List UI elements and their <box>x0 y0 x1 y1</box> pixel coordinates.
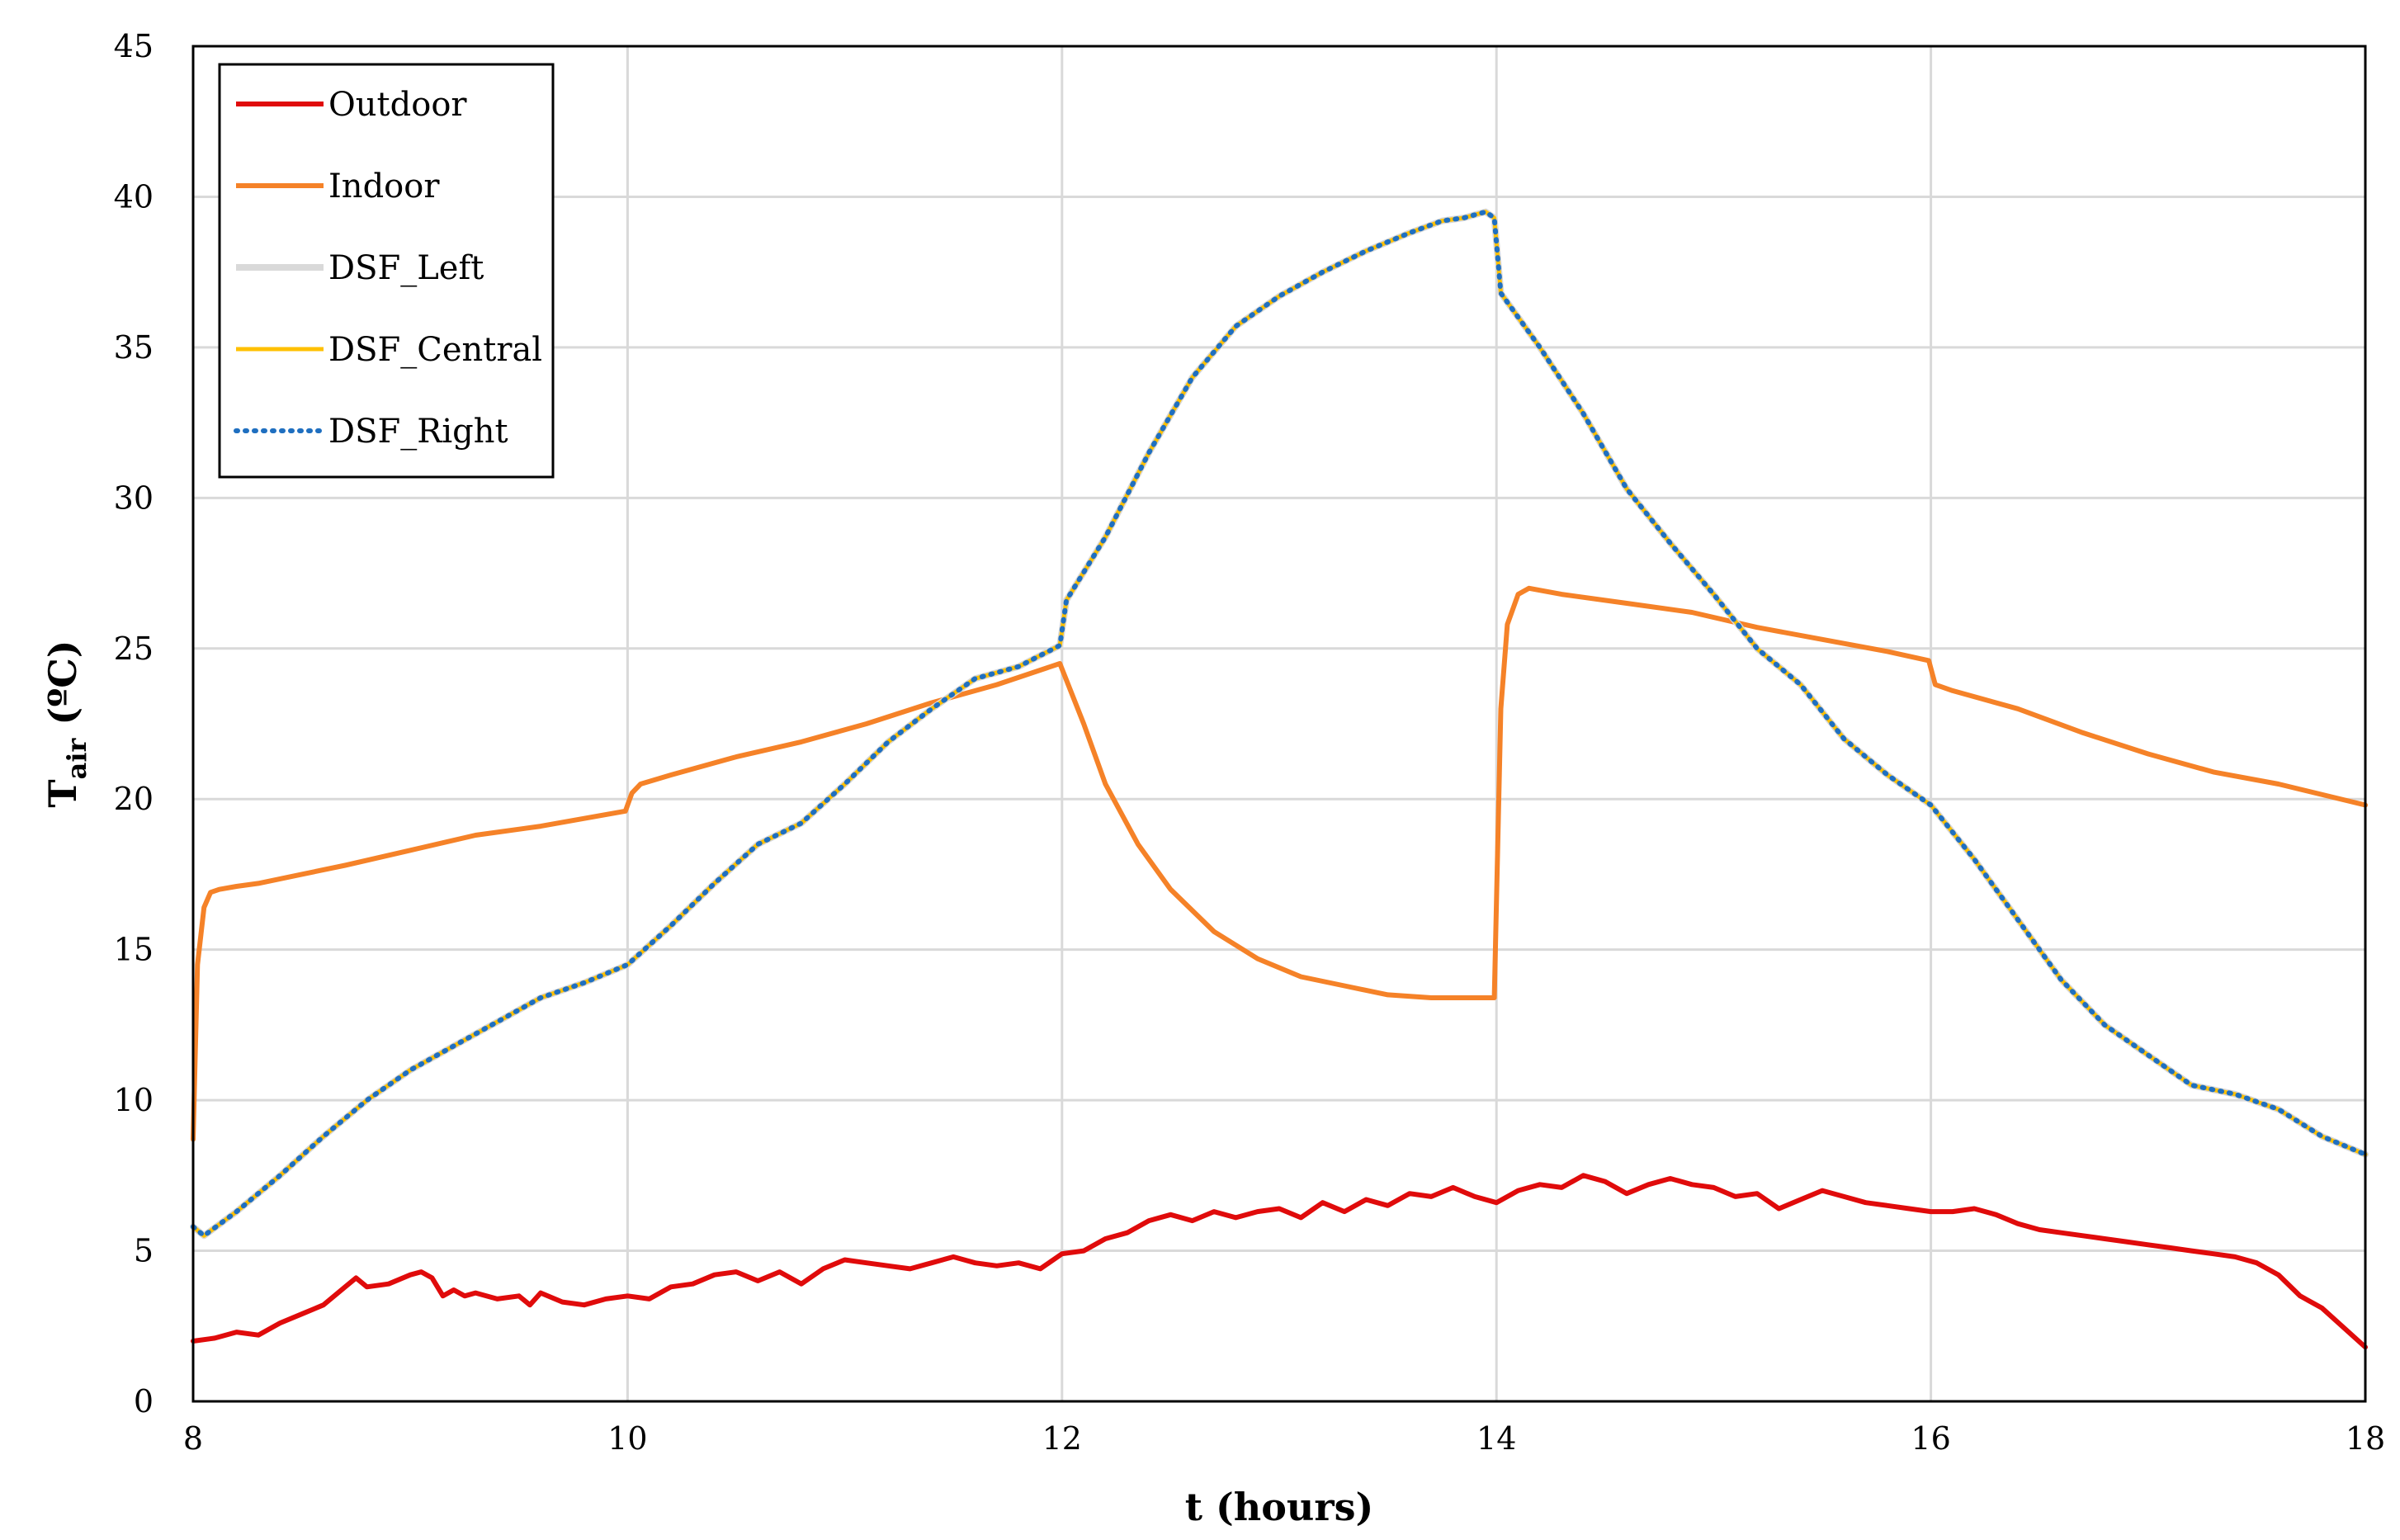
y-tick-label: 25 <box>114 631 154 667</box>
x-tick-label: 8 <box>183 1420 203 1457</box>
y-axis-title-subscript: air <box>61 737 92 779</box>
y-tick-label: 15 <box>114 932 154 968</box>
y-tick-label: 45 <box>114 28 154 64</box>
y-tick-label: 30 <box>114 479 154 516</box>
y-tick-label: 10 <box>114 1082 154 1118</box>
x-tick-label: 10 <box>607 1420 647 1457</box>
series-line-dsf-right <box>191 209 2368 1239</box>
legend: Outdoor Indoor DSF_Left DSF_Central DSF_Righ… <box>218 63 555 479</box>
x-axis-title: t (hours) <box>1185 1485 1374 1529</box>
legend-label-dsf-right: DSF_Right <box>328 413 508 451</box>
y-tick-labels: 0 5 10 15 20 25 30 35 40 45 <box>114 28 154 1420</box>
x-tick-label: 14 <box>1476 1420 1516 1457</box>
y-axis-title-main: T <box>40 779 85 807</box>
legend-label-indoor: Indoor <box>328 168 440 205</box>
plot-border <box>191 45 2367 1403</box>
legend-label-dsf-central: DSF_Central <box>328 331 542 369</box>
series-line-indoor <box>191 585 2368 1142</box>
y-tick-label: 40 <box>114 178 154 215</box>
series-layer <box>190 208 2369 1350</box>
series-line-outdoor <box>191 1173 2368 1350</box>
x-tick-labels: 8 10 12 14 16 18 <box>183 1420 2385 1457</box>
y-axis-title-unit: (ºC) <box>40 640 85 738</box>
y-axis-title: Tair (ºC) <box>40 640 92 807</box>
legend-label-outdoor: Outdoor <box>328 86 467 124</box>
y-tick-label: 20 <box>114 781 154 817</box>
y-tick-label: 5 <box>134 1233 154 1269</box>
x-tick-label: 12 <box>1042 1420 1082 1457</box>
legend-label-dsf-left: DSF_Left <box>328 249 484 287</box>
y-tick-label: 0 <box>134 1383 154 1420</box>
y-tick-label: 35 <box>114 329 154 366</box>
plot-area <box>193 46 2365 1401</box>
x-tick-label: 18 <box>2346 1420 2385 1457</box>
x-tick-label: 16 <box>1911 1420 1950 1457</box>
